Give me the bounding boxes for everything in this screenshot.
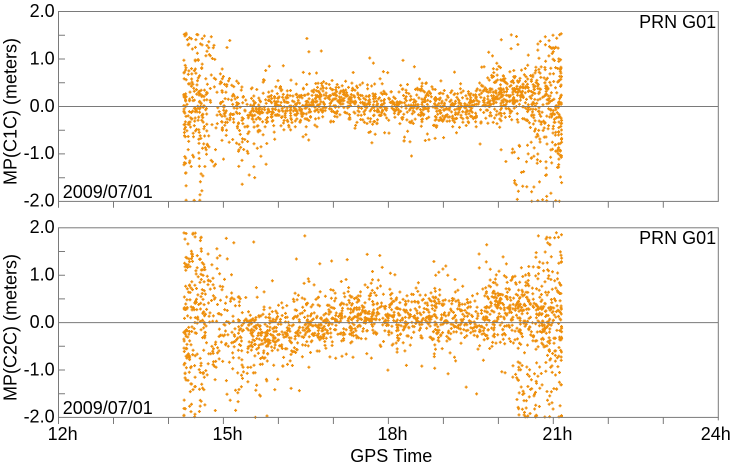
svg-text:MP(C1C) (meters): MP(C1C) (meters)	[0, 38, 20, 185]
svg-text:0.0: 0.0	[30, 312, 55, 332]
svg-text:-2.0: -2.0	[24, 191, 55, 211]
svg-text:PRN G01: PRN G01	[639, 12, 716, 32]
svg-text:21h: 21h	[542, 424, 572, 444]
svg-text:15h: 15h	[212, 424, 242, 444]
svg-text:GPS Time: GPS Time	[350, 446, 432, 466]
svg-text:1.0: 1.0	[30, 48, 55, 68]
svg-text:12h: 12h	[48, 424, 78, 444]
svg-text:2.0: 2.0	[30, 217, 55, 237]
svg-text:MP(C2C) (meters): MP(C2C) (meters)	[0, 254, 20, 401]
svg-text:-2.0: -2.0	[24, 407, 55, 427]
svg-text:2009/07/01: 2009/07/01	[63, 182, 153, 202]
svg-text:0.0: 0.0	[30, 96, 55, 116]
svg-text:2.0: 2.0	[30, 1, 55, 21]
svg-text:-1.0: -1.0	[24, 359, 55, 379]
svg-text:24h: 24h	[701, 424, 731, 444]
svg-text:18h: 18h	[377, 424, 407, 444]
svg-text:PRN G01: PRN G01	[639, 228, 716, 248]
svg-text:1.0: 1.0	[30, 265, 55, 285]
svg-text:-1.0: -1.0	[24, 143, 55, 163]
svg-text:2009/07/01: 2009/07/01	[63, 398, 153, 418]
